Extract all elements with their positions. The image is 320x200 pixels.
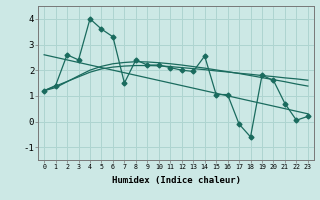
X-axis label: Humidex (Indice chaleur): Humidex (Indice chaleur) <box>111 176 241 185</box>
